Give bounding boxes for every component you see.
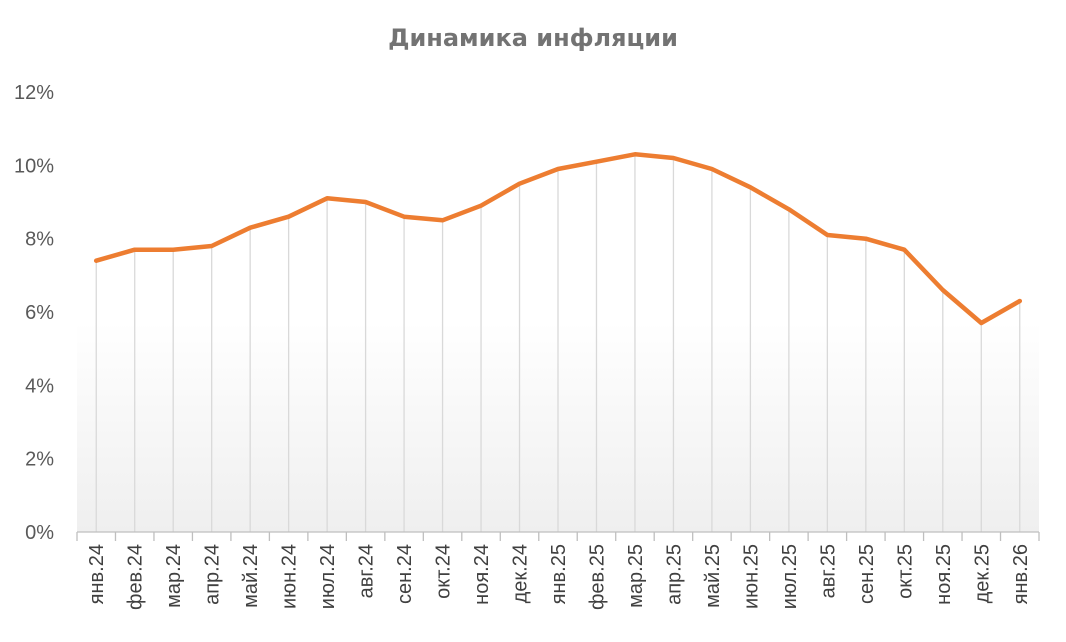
series-group (93, 152, 1023, 326)
x-tick-label: дек.25 (971, 544, 993, 603)
data-point (287, 215, 291, 219)
x-tick-label: июн.24 (279, 544, 301, 609)
data-point (479, 204, 483, 208)
data-point (979, 321, 983, 325)
data-point (248, 226, 252, 230)
x-tick-label: янв.26 (1010, 544, 1032, 604)
drop-lines (95, 154, 1021, 532)
x-tick-label: янв.25 (548, 544, 570, 604)
data-point (210, 244, 214, 248)
data-point (825, 233, 829, 237)
data-point (402, 215, 406, 219)
x-tick-label: май.25 (702, 544, 724, 608)
y-tick-label: 2% (25, 449, 54, 471)
x-tick-label: сен.25 (856, 544, 878, 604)
x-tick-label: авг.24 (356, 544, 378, 598)
data-point (864, 237, 868, 241)
data-point (941, 288, 945, 292)
x-axis-ticks (76, 532, 1040, 541)
x-tick-label: мар.25 (625, 544, 647, 608)
data-point (710, 167, 714, 171)
data-point (518, 182, 522, 186)
y-tick-label: 10% (14, 155, 54, 177)
data-point (441, 218, 445, 222)
y-tick-label: 0% (25, 522, 54, 544)
x-tick-label: ноя.25 (933, 544, 955, 605)
x-tick-label: апр.25 (663, 544, 685, 605)
y-tick-label: 12% (14, 82, 54, 104)
chart-title: Динамика инфляции (388, 24, 678, 52)
data-point (787, 207, 791, 211)
y-tick-label: 4% (25, 375, 54, 397)
data-point (902, 248, 906, 252)
data-point (364, 200, 368, 204)
data-point (633, 152, 637, 156)
data-point (594, 160, 598, 164)
x-axis-labels: янв.24 фев.24 мар.24 апр.24 май.24 июн.24 июл.… (86, 544, 1032, 610)
x-tick-label: апр.24 (202, 544, 224, 605)
data-point (671, 156, 675, 160)
x-tick-label: май.24 (240, 544, 262, 608)
x-tick-label: июл.25 (779, 544, 801, 609)
x-tick-label: авг.25 (817, 544, 839, 598)
x-tick-label: сен.24 (394, 544, 416, 604)
data-point (325, 196, 329, 200)
x-tick-label: мар.24 (163, 544, 185, 608)
data-point (171, 248, 175, 252)
series-line (93, 152, 1023, 326)
x-tick-label: фев.25 (586, 544, 608, 610)
x-tick-label: ноя.24 (471, 544, 493, 605)
x-tick-label: дек.24 (510, 544, 532, 603)
data-point (556, 167, 560, 171)
data-point (133, 248, 137, 252)
x-tick-label: янв.24 (86, 544, 108, 604)
y-tick-label: 8% (25, 229, 54, 251)
y-tick-label: 6% (25, 302, 54, 324)
x-tick-label: окт.25 (894, 544, 916, 599)
data-point (748, 185, 752, 189)
x-tick-label: июл.24 (317, 544, 339, 609)
data-point (94, 259, 98, 263)
x-tick-label: фев.24 (125, 544, 147, 610)
y-axis-ticks: 0% 2% 4% 6% 8% 10% 12% (14, 82, 54, 544)
x-tick-label: июн.25 (740, 544, 762, 609)
x-tick-label: окт.24 (433, 544, 455, 599)
data-point (1018, 299, 1022, 303)
